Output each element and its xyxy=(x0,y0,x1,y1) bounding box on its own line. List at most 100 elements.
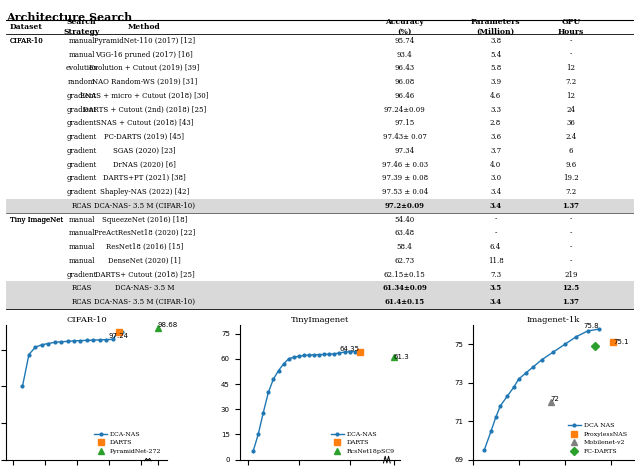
Text: Method: Method xyxy=(128,23,161,31)
Text: Architecture Search: Architecture Search xyxy=(6,12,132,23)
Text: 54.40: 54.40 xyxy=(394,216,415,224)
Text: DARTS + Cutout (2nd) (2018) [25]: DARTS + Cutout (2nd) (2018) [25] xyxy=(83,106,206,113)
DCA-NAS xyxy=(335,350,343,356)
DCA-NAS xyxy=(102,337,110,342)
Text: 62.15±0.15: 62.15±0.15 xyxy=(384,271,426,279)
Text: 1.37: 1.37 xyxy=(563,298,579,306)
Text: -: - xyxy=(495,216,497,224)
Text: 58.4: 58.4 xyxy=(397,243,413,251)
Text: Shapley-NAS (2022) [42]: Shapley-NAS (2022) [42] xyxy=(100,188,189,196)
Text: 12: 12 xyxy=(566,92,575,100)
Text: PyramidNet-110 (2017) [12]: PyramidNet-110 (2017) [12] xyxy=(94,37,195,45)
Text: 63.48: 63.48 xyxy=(395,229,415,237)
DCA-NAS xyxy=(77,338,84,343)
Text: 19.2: 19.2 xyxy=(563,174,579,182)
DCA-NAS xyxy=(269,376,277,382)
Text: 98.68: 98.68 xyxy=(157,322,178,328)
DCA-NAS xyxy=(316,352,323,357)
Text: 96.43: 96.43 xyxy=(395,64,415,72)
Title: CIFAR-10: CIFAR-10 xyxy=(67,317,107,325)
DCA NAS xyxy=(561,341,568,347)
DCA-NAS xyxy=(275,368,282,373)
Text: 3.6: 3.6 xyxy=(490,133,501,141)
Text: SNAS + Cutout (2018) [43]: SNAS + Cutout (2018) [43] xyxy=(95,119,193,127)
Text: 7.2: 7.2 xyxy=(565,78,577,86)
DCA NAS xyxy=(529,364,536,370)
Text: Search
Strategy: Search Strategy xyxy=(63,18,100,36)
FancyBboxPatch shape xyxy=(6,281,634,295)
DCA-NAS xyxy=(83,338,91,343)
Text: evolution: evolution xyxy=(65,64,98,72)
Text: DCA-NAS- 3.5 M (CIFAR-10): DCA-NAS- 3.5 M (CIFAR-10) xyxy=(94,298,195,306)
Text: 75.1: 75.1 xyxy=(613,340,628,346)
DCA-NAS xyxy=(285,356,292,362)
Text: gradient: gradient xyxy=(67,271,97,279)
Title: TinyImagenet: TinyImagenet xyxy=(291,317,349,325)
Text: CIFAR-10: CIFAR-10 xyxy=(10,37,44,45)
Text: 93.4: 93.4 xyxy=(397,51,413,59)
Text: 7.3: 7.3 xyxy=(490,271,501,279)
Text: -: - xyxy=(570,243,572,251)
Text: manual: manual xyxy=(68,229,95,237)
DCA-NAS xyxy=(300,353,308,358)
Text: 24: 24 xyxy=(566,106,575,113)
DCA NAS xyxy=(497,403,504,408)
Text: 3.4: 3.4 xyxy=(490,188,501,196)
Text: Tiny ImageNet: Tiny ImageNet xyxy=(10,216,63,224)
DCA-NAS xyxy=(90,337,97,343)
DCA NAS xyxy=(549,349,557,355)
Text: manual: manual xyxy=(68,243,95,251)
DCA NAS xyxy=(584,328,591,334)
Text: 97.24±0.09: 97.24±0.09 xyxy=(384,106,426,113)
Text: manual: manual xyxy=(68,37,95,45)
DCA NAS xyxy=(481,447,488,453)
Text: 6: 6 xyxy=(568,147,573,155)
Text: -: - xyxy=(570,257,572,265)
DCA-NAS xyxy=(290,354,298,360)
Text: gradient: gradient xyxy=(67,106,97,113)
Text: 219: 219 xyxy=(564,271,578,279)
Text: -: - xyxy=(570,37,572,45)
Text: 96.08: 96.08 xyxy=(394,78,415,86)
Text: PreActResNet18 (2020) [22]: PreActResNet18 (2020) [22] xyxy=(93,229,195,237)
Text: 62.73: 62.73 xyxy=(395,257,415,265)
Text: DARTS+PT (2021) [38]: DARTS+PT (2021) [38] xyxy=(103,174,186,182)
Text: ENAS + micro + Cutout (2018) [30]: ENAS + micro + Cutout (2018) [30] xyxy=(80,92,209,100)
DCA-NAS xyxy=(280,361,287,367)
Text: DCA-NAS- 3.5 M: DCA-NAS- 3.5 M xyxy=(115,284,174,292)
Text: Dataset: Dataset xyxy=(10,23,42,31)
Line: DCA-NAS: DCA-NAS xyxy=(21,331,124,388)
DCA-NAS xyxy=(118,329,126,335)
Text: DrNAS (2020) [6]: DrNAS (2020) [6] xyxy=(113,160,176,168)
Text: 95.74: 95.74 xyxy=(394,37,415,45)
Text: 97.24: 97.24 xyxy=(109,333,129,339)
Text: 3.4: 3.4 xyxy=(490,202,502,210)
DCA NAS xyxy=(595,326,603,332)
Legend: DCA-NAS, DARTS, RcsNet18pSC9: DCA-NAS, DARTS, RcsNet18pSC9 xyxy=(328,429,397,456)
Text: DCA-NAS- 3.5 M (CIFAR-10): DCA-NAS- 3.5 M (CIFAR-10) xyxy=(94,202,195,210)
DCA-NAS xyxy=(250,448,257,454)
DCA NAS xyxy=(504,393,511,399)
Line: DCA-NAS: DCA-NAS xyxy=(252,350,361,453)
Text: ResNet18 (2016) [15]: ResNet18 (2016) [15] xyxy=(106,243,183,251)
DCA-NAS xyxy=(259,410,267,416)
Text: PC-DARTS (2019) [45]: PC-DARTS (2019) [45] xyxy=(104,133,184,141)
DCA-NAS xyxy=(25,352,33,357)
DCA-NAS xyxy=(254,431,262,437)
Text: RCAS: RCAS xyxy=(72,284,92,292)
DCA-NAS xyxy=(310,352,318,357)
Text: GPU
Hours: GPU Hours xyxy=(557,18,584,36)
Text: random: random xyxy=(68,78,95,86)
DCA-NAS xyxy=(330,351,338,356)
Text: 96.46: 96.46 xyxy=(394,92,415,100)
DCA-NAS xyxy=(295,354,303,359)
Text: -: - xyxy=(570,229,572,237)
Text: 36: 36 xyxy=(566,119,575,127)
DCA NAS xyxy=(492,415,500,420)
Text: SqueezeNet (2016) [18]: SqueezeNet (2016) [18] xyxy=(102,216,187,224)
Text: 97.53 ± 0.04: 97.53 ± 0.04 xyxy=(381,188,428,196)
Text: 72: 72 xyxy=(551,396,560,402)
Text: 61.4±0.15: 61.4±0.15 xyxy=(385,298,425,306)
Text: gradient: gradient xyxy=(67,92,97,100)
DCA-NAS xyxy=(351,348,358,354)
